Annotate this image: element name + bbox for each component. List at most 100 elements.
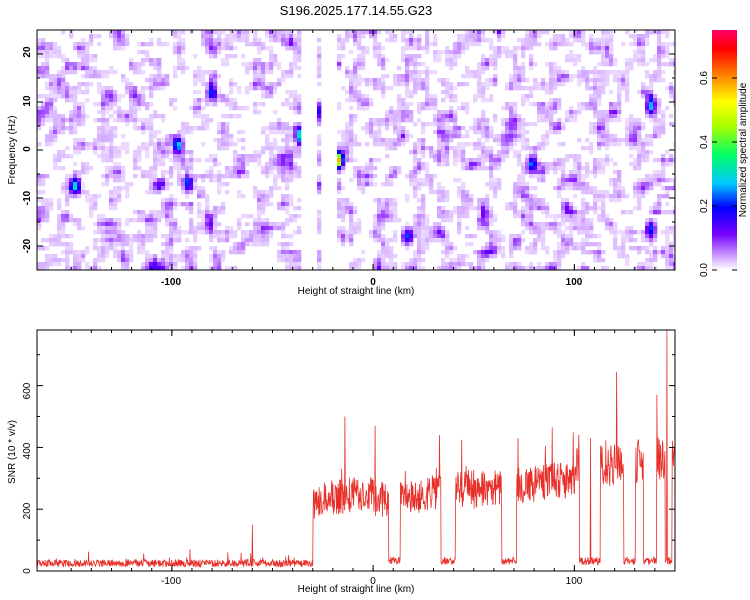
heatmap-cell [277, 30, 282, 35]
heatmap-cell [345, 202, 350, 207]
heatmap-cell [61, 186, 66, 191]
heatmap-cell [569, 74, 574, 79]
heatmap-cell [449, 210, 454, 215]
heatmap-cell [285, 234, 290, 239]
heatmap-cell [173, 46, 178, 51]
heatmap-cell [473, 234, 478, 239]
heatmap-cell [457, 206, 462, 211]
heatmap-cell [381, 66, 386, 71]
heatmap-cell [121, 170, 126, 175]
heatmap-cell [445, 246, 450, 251]
heatmap-cell [481, 198, 486, 203]
heatmap-cell [209, 254, 214, 259]
heatmap-cell [233, 54, 238, 59]
heatmap-cell [653, 178, 658, 183]
heatmap-cell [465, 70, 470, 75]
heatmap-cell [193, 182, 198, 187]
heatmap-cell [165, 222, 170, 227]
heatmap-cell [201, 126, 206, 131]
heatmap-cell [369, 102, 374, 107]
heatmap-cell [105, 166, 110, 171]
heatmap-cell [137, 70, 142, 75]
heatmap-cell [457, 254, 462, 259]
heatmap-cell [217, 90, 222, 95]
heatmap-cell [349, 150, 354, 155]
heatmap-cell [629, 34, 634, 39]
heatmap-cell [357, 262, 362, 267]
heatmap-cell [665, 226, 670, 231]
heatmap-cell [45, 134, 50, 139]
heatmap-cell [545, 266, 550, 270]
heatmap-cell [541, 246, 546, 251]
heatmap-cell [481, 222, 486, 227]
heatmap-cell [77, 170, 82, 175]
heatmap-cell [397, 94, 402, 99]
heatmap-cell [537, 142, 542, 147]
heatmap-cell [557, 106, 562, 111]
heatmap-cell [185, 194, 190, 199]
heatmap-cell [153, 186, 158, 191]
heatmap-cell [641, 42, 646, 47]
heatmap-cell [289, 198, 294, 203]
heatmap-cell [141, 142, 146, 147]
heatmap-cell [189, 170, 194, 175]
heatmap-cell [421, 222, 426, 227]
heatmap-cell [525, 146, 530, 151]
heatmap-cell [189, 182, 194, 187]
heatmap-cell [393, 170, 398, 175]
heatmap-cell [389, 34, 394, 39]
heatmap-cell [453, 122, 458, 127]
heatmap-cell [61, 230, 66, 235]
heatmap-cell [549, 62, 554, 67]
heatmap-cell [289, 90, 294, 95]
heatmap-cell [37, 226, 42, 231]
heatmap-cell [153, 114, 158, 119]
heatmap-cell [537, 110, 542, 115]
heatmap-cell [461, 254, 466, 259]
heatmap-cell [113, 234, 118, 239]
heatmap-cell [361, 46, 366, 51]
heatmap-cell [101, 98, 106, 103]
heatmap-cell [181, 190, 186, 195]
heatmap-cell [157, 82, 162, 87]
heatmap-cell [641, 246, 646, 251]
heatmap-cell [53, 154, 58, 159]
heatmap-cell [189, 202, 194, 207]
heatmap-cell [205, 202, 210, 207]
heatmap-cell [609, 118, 614, 123]
heatmap-cell [597, 114, 602, 119]
heatmap-cell [245, 30, 250, 35]
heatmap-cell [485, 98, 490, 103]
heatmap-cell [57, 262, 62, 267]
heatmap-cell [185, 266, 190, 270]
heatmap-cell [565, 206, 570, 211]
heatmap-cell [97, 230, 102, 235]
heatmap-cell [241, 170, 246, 175]
heatmap-cell [149, 210, 154, 215]
heatmap-cell [125, 266, 130, 270]
heatmap-cell [165, 242, 170, 247]
heatmap-cell [541, 30, 546, 35]
heatmap-cell [437, 214, 442, 219]
heatmap-cell [525, 170, 530, 175]
heatmap-cell [165, 138, 170, 143]
heatmap-cell [141, 262, 146, 267]
heatmap-cell [57, 118, 62, 123]
heatmap-cell [497, 142, 502, 147]
heatmap-cell [317, 174, 322, 179]
heatmap-cell [65, 178, 70, 183]
heatmap-cell [85, 198, 90, 203]
heatmap-cell [337, 142, 342, 147]
heatmap-cell [245, 242, 250, 247]
heatmap-cell [353, 30, 358, 35]
heatmap-cell [225, 166, 230, 171]
heatmap-cell [381, 202, 386, 207]
heatmap-cell [481, 210, 486, 215]
colorbar-tick-label: 0.4 [699, 135, 710, 149]
heatmap-cell [605, 34, 610, 39]
heatmap-cell [81, 170, 86, 175]
heatmap-cell [657, 102, 662, 107]
heatmap-cell [241, 230, 246, 235]
heatmap-cell [453, 46, 458, 51]
heatmap-cell [189, 266, 194, 270]
